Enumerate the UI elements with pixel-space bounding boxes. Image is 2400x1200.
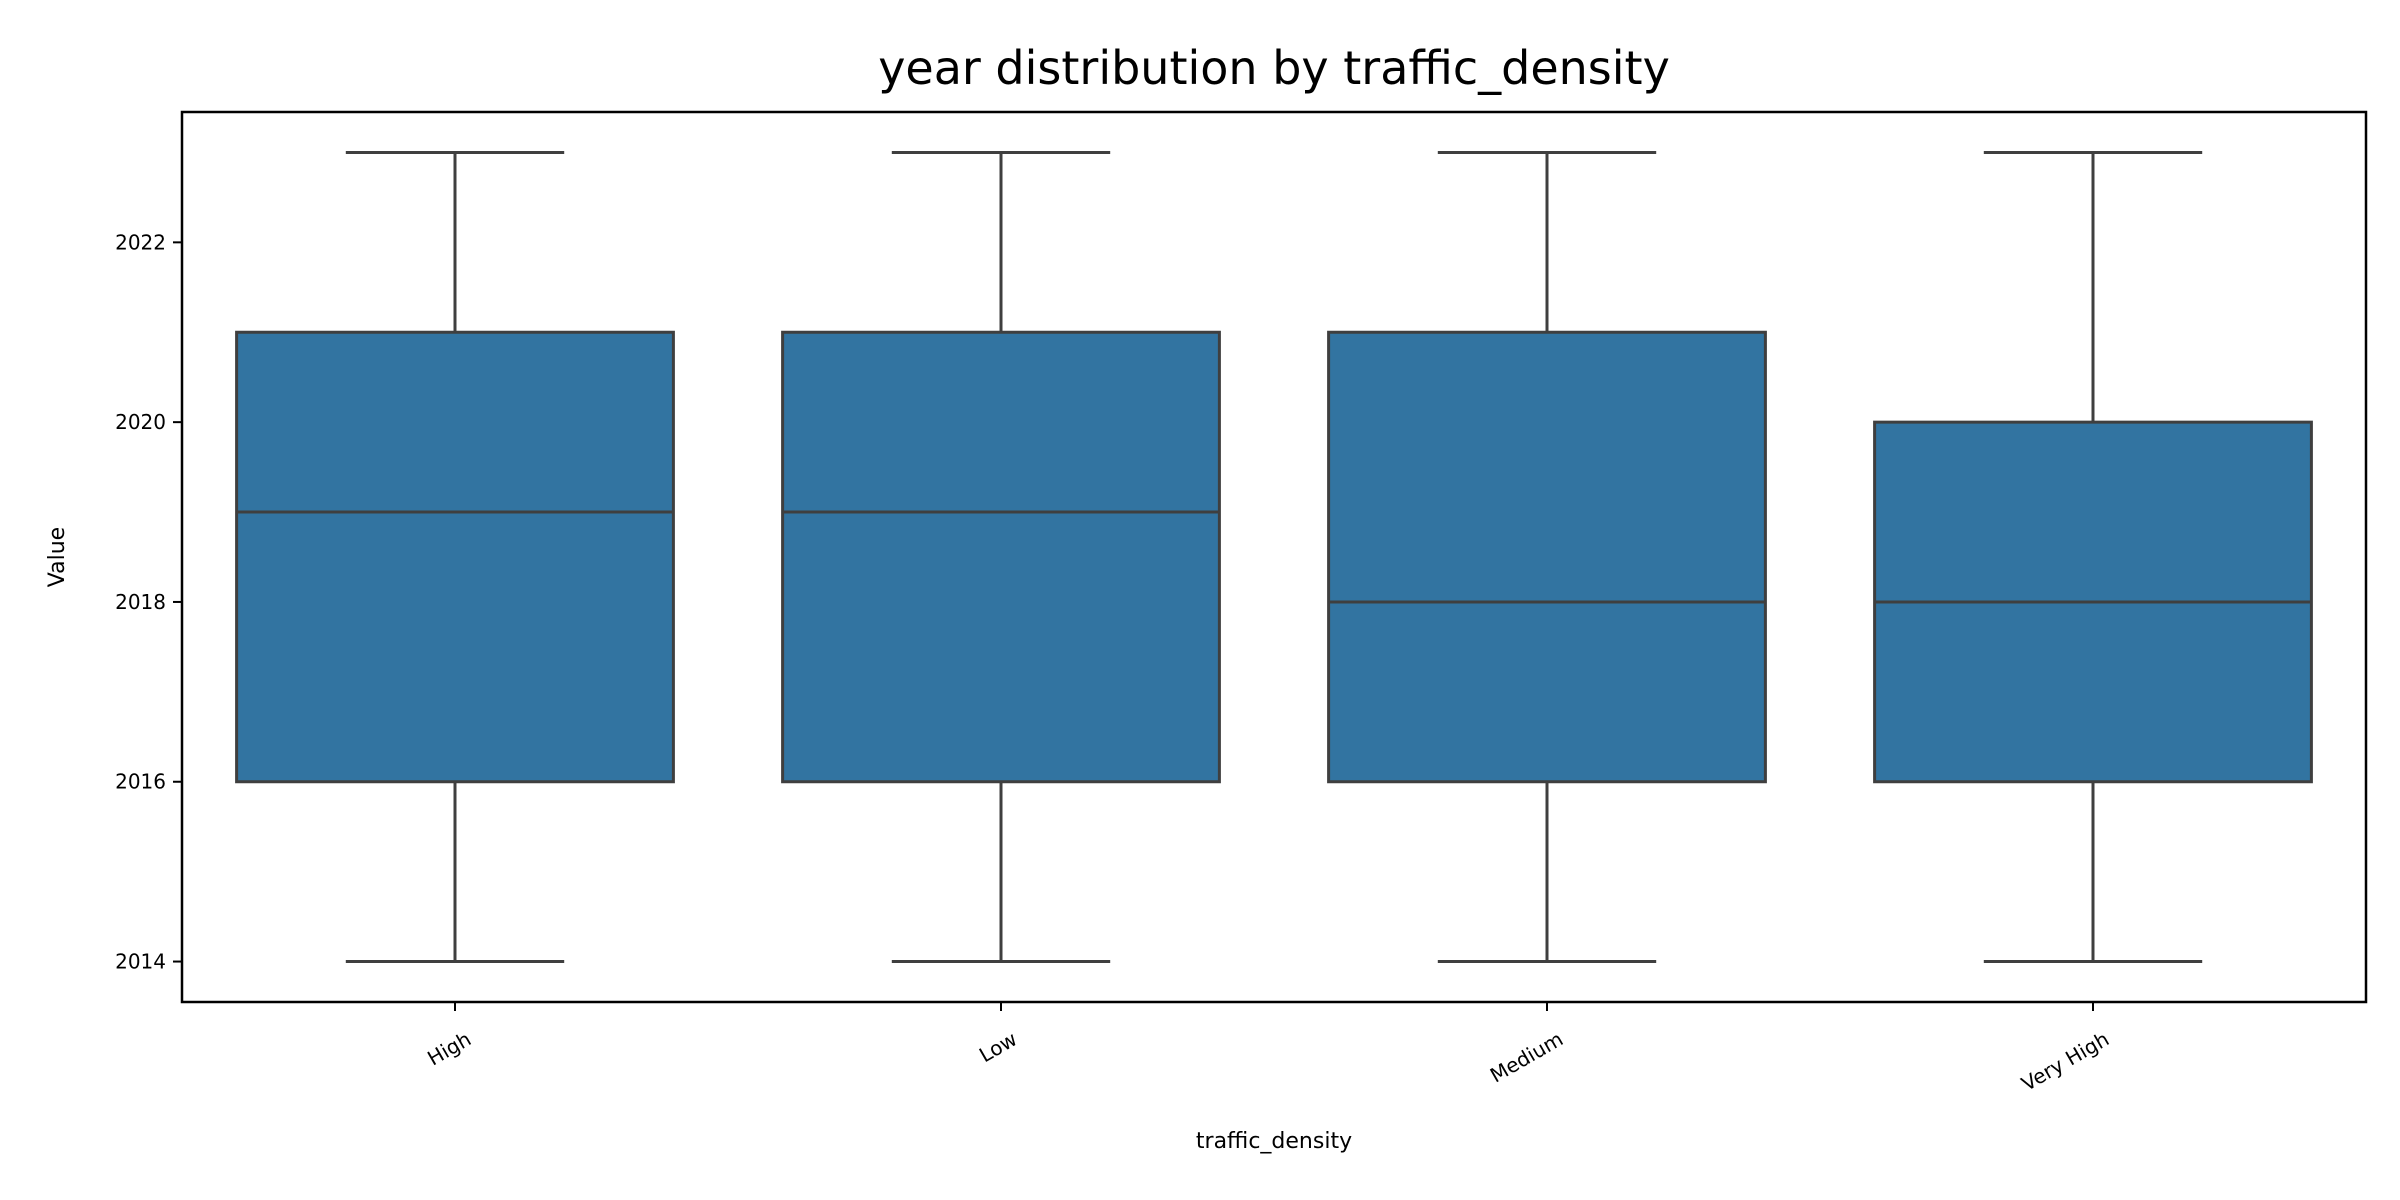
y-tick-label: 2014 xyxy=(115,950,166,974)
box-group xyxy=(235,150,675,964)
box xyxy=(235,330,675,784)
x-tick-label: Medium xyxy=(1486,1027,1567,1088)
box xyxy=(1327,330,1767,784)
chart-title: year distribution by traffic_density xyxy=(878,41,1670,95)
x-axis: High Low Medium Very High xyxy=(423,1002,2113,1096)
box-group xyxy=(1873,150,2313,964)
y-tick-label: 2016 xyxy=(115,770,166,794)
box-group xyxy=(781,150,1221,964)
box-group xyxy=(1327,150,1767,964)
x-tick-label: High xyxy=(423,1027,475,1071)
plot-frame xyxy=(180,110,2368,1004)
box xyxy=(781,330,1221,784)
y-tick-label: 2022 xyxy=(115,230,166,254)
y-tick-label: 2018 xyxy=(115,590,166,614)
x-tick-label: Very High xyxy=(2017,1027,2113,1096)
y-tick-label: 2020 xyxy=(115,410,166,434)
x-tick-label: Low xyxy=(975,1027,1021,1067)
plot-area xyxy=(235,150,2313,964)
y-axis: 2014 2016 2018 2020 2022 xyxy=(115,230,182,974)
x-axis-label: traffic_density xyxy=(1196,1129,1352,1154)
y-axis-label: Value xyxy=(45,527,70,587)
